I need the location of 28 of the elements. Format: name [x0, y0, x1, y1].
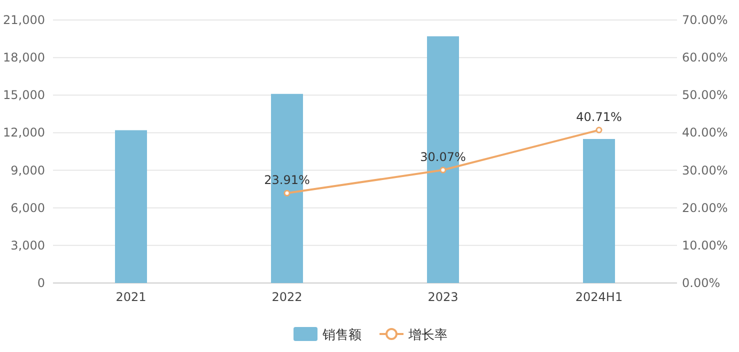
y-tick-label: 12,000	[3, 126, 45, 140]
point	[284, 190, 290, 196]
y2-tick-label: 0.00%	[682, 276, 720, 290]
x-tick-label: 2022	[272, 290, 302, 304]
y2-tick-label: 50.00%	[682, 88, 728, 102]
legend-label: 增长率	[408, 327, 448, 343]
y2-tick-label: 10.00%	[682, 238, 728, 252]
y-tick-label: 6,000	[10, 200, 45, 215]
y2-tick-label: 20.00%	[682, 200, 728, 215]
y-tick-label: 18,000	[3, 50, 45, 65]
y-tick-label: 0	[37, 276, 45, 290]
y2-tick-label: 40.00%	[682, 126, 728, 140]
y-tick-label: 3,000	[10, 238, 45, 252]
y-tick-label: 21,000	[3, 13, 45, 27]
bar	[115, 130, 147, 283]
y-tick-label: 9,000	[10, 163, 45, 178]
x-tick-label: 2024H1	[575, 290, 623, 304]
data-label: 40.71%	[576, 110, 622, 124]
y2-tick-label: 60.00%	[682, 50, 728, 65]
y-tick-label: 15,000	[3, 88, 45, 102]
point	[440, 166, 446, 174]
y2-tick-label: 30.00%	[682, 163, 728, 178]
x-tick-label: 2023	[428, 290, 458, 304]
bar	[583, 138, 615, 283]
legend-label: 销售额	[322, 328, 362, 343]
y2-tick-label: 70.00%	[682, 13, 728, 27]
x-tick-label: 2021	[116, 290, 146, 304]
point	[596, 126, 602, 134]
